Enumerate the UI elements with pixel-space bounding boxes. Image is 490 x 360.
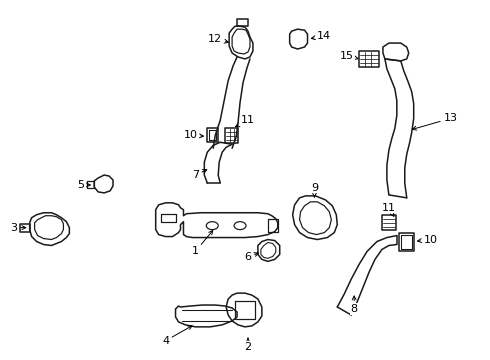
Text: 14: 14 [311, 31, 331, 41]
Text: 6: 6 [245, 252, 258, 262]
Text: 1: 1 [192, 231, 213, 256]
Text: 9: 9 [311, 183, 318, 197]
Text: 13: 13 [413, 113, 457, 130]
Text: 2: 2 [245, 338, 251, 352]
Text: 4: 4 [162, 326, 192, 346]
Text: 7: 7 [192, 170, 207, 180]
Text: 10: 10 [183, 130, 203, 140]
Text: 11: 11 [236, 116, 255, 127]
Text: 10: 10 [417, 234, 438, 244]
Text: 15: 15 [340, 51, 358, 61]
Text: 12: 12 [208, 34, 228, 44]
Text: 5: 5 [77, 180, 90, 190]
Text: 8: 8 [350, 296, 358, 314]
Text: 11: 11 [382, 203, 396, 216]
Text: 3: 3 [10, 222, 26, 233]
